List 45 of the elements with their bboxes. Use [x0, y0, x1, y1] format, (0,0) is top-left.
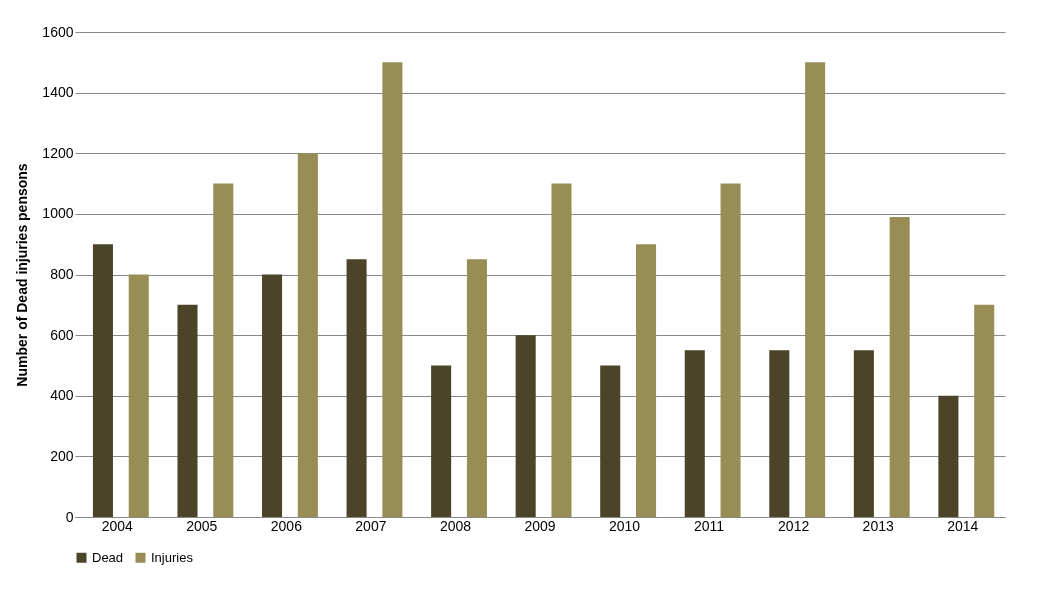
bar — [515, 335, 536, 517]
x-tick-label: 2006 — [270, 517, 303, 534]
x-tick-label: 2004 — [101, 517, 134, 534]
bar — [262, 274, 283, 517]
bar — [684, 350, 705, 517]
y-tick-label: 1600 — [42, 23, 74, 40]
y-tick-label: 200 — [50, 447, 74, 464]
x-tick-label: 2008 — [439, 517, 472, 534]
bar — [466, 259, 487, 517]
y-tick-label: 600 — [50, 326, 74, 343]
x-tick-label: 2005 — [186, 517, 218, 534]
y-tick-label: 400 — [50, 387, 74, 404]
bar — [938, 395, 959, 517]
bar — [431, 365, 452, 517]
y-tick-label: 0 — [65, 508, 74, 525]
bar — [177, 304, 198, 517]
y-axis-title: Number of Dead injuries pensons — [14, 163, 31, 387]
legend-label: Injuries — [151, 549, 194, 565]
bar — [213, 183, 234, 517]
y-tick-label: 1400 — [42, 84, 74, 101]
bar — [346, 259, 367, 517]
bar — [297, 153, 318, 517]
x-tick-label: 2012 — [778, 517, 810, 534]
x-tick-label: 2014 — [947, 517, 979, 534]
x-tick-label: 2007 — [355, 517, 387, 534]
y-tick-label: 1000 — [42, 205, 74, 222]
x-tick-label: 2010 — [608, 517, 641, 534]
bar — [805, 62, 826, 517]
y-tick-label: 1200 — [42, 144, 74, 161]
x-tick-label: 2013 — [862, 517, 894, 534]
y-tick-label: 800 — [50, 266, 74, 282]
bar — [382, 62, 403, 517]
legend-label: Dead — [92, 549, 124, 565]
bar — [853, 350, 874, 517]
bar — [889, 216, 910, 517]
x-tick-label: 2009 — [524, 517, 556, 534]
bar — [769, 350, 790, 517]
bar — [92, 244, 113, 517]
bar — [974, 304, 995, 517]
bar — [636, 244, 657, 517]
bar — [551, 183, 572, 517]
bar — [720, 183, 741, 517]
bar — [128, 274, 149, 517]
x-tick-label: 2011 — [694, 517, 725, 534]
bar — [600, 365, 621, 517]
